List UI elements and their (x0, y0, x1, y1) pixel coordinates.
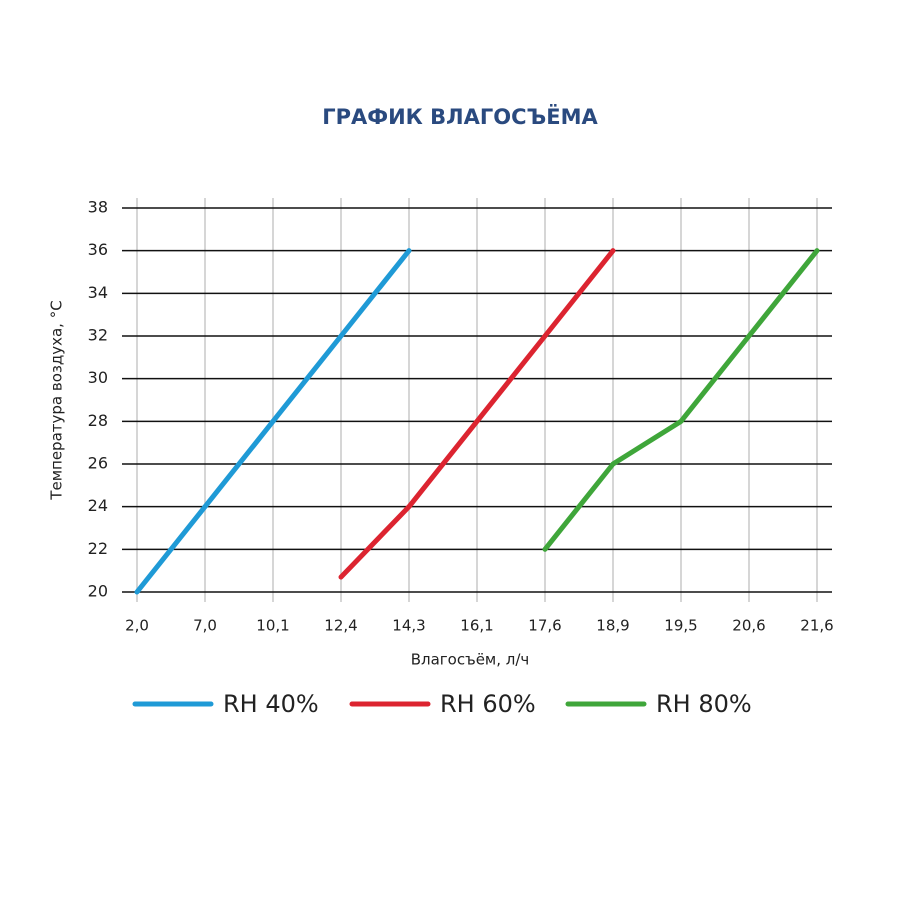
legend-label: RH 80% (656, 690, 752, 718)
x-tick-label: 10,1 (256, 617, 289, 635)
legend-label: RH 40% (223, 690, 319, 718)
y-tick-label: 26 (88, 454, 108, 473)
x-tick-label: 21,6 (800, 617, 833, 635)
y-tick-label: 32 (88, 326, 108, 345)
x-tick-label: 18,9 (596, 617, 629, 635)
series-line (338, 248, 616, 580)
x-tick-label: 20,6 (732, 617, 765, 635)
x-tick-label: 17,6 (528, 617, 561, 635)
x-tick-label: 7,0 (193, 617, 217, 635)
x-tick-label: 2,0 (125, 617, 149, 635)
y-tick-label: 36 (88, 240, 108, 259)
x-tick-label: 19,5 (664, 617, 697, 635)
y-tick-label: 28 (88, 411, 108, 430)
y-tick-label: 34 (88, 283, 108, 302)
x-axis-label: Влагосъём, л/ч (411, 651, 530, 669)
x-tick-label: 14,3 (392, 617, 425, 635)
legend-label: RH 60% (440, 690, 536, 718)
x-tick-label: 12,4 (324, 617, 357, 635)
series-line (134, 248, 412, 595)
y-tick-label: 38 (88, 198, 108, 217)
x-tick-label: 16,1 (460, 617, 493, 635)
y-tick-label: 24 (88, 496, 108, 515)
y-tick-label: 22 (88, 539, 108, 558)
chart-title: ГРАФИК ВЛАГОСЪЁМА (322, 104, 598, 129)
y-axis-label: Температура воздуха, °C (48, 300, 66, 500)
y-tick-label: 30 (88, 368, 108, 387)
y-tick-label: 20 (88, 582, 108, 601)
series-line (542, 248, 820, 552)
